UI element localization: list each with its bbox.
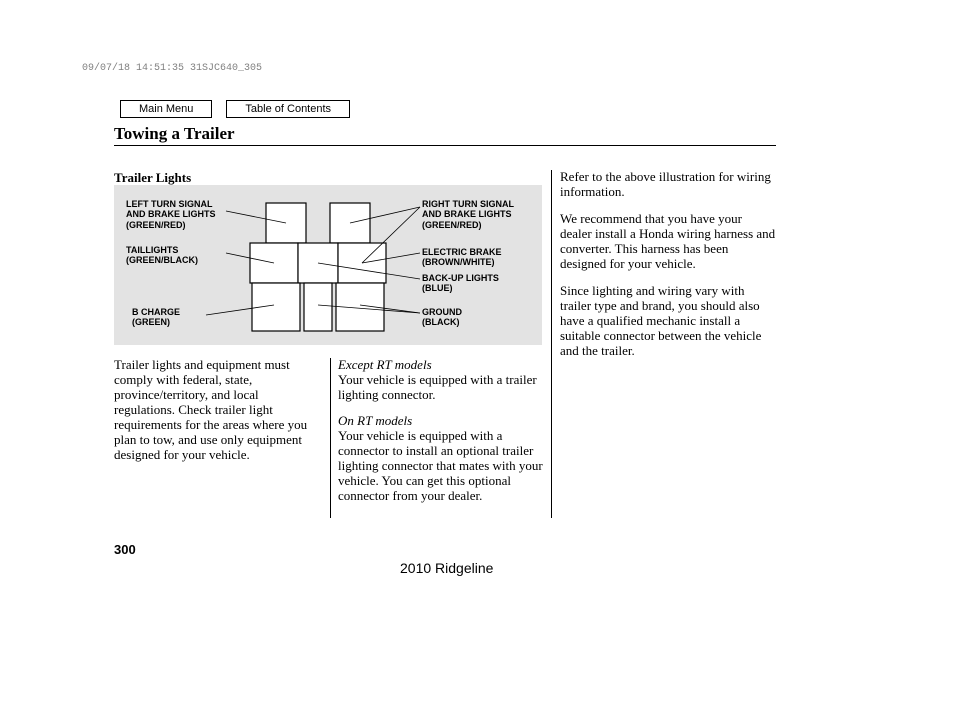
col2-header1: Except RT models [338,358,543,373]
page-title: Towing a Trailer [114,124,235,144]
title-rule [114,145,776,146]
column-divider-2 [551,170,552,518]
column-divider-1 [330,358,331,518]
col2-header2: On RT models [338,414,543,429]
col3-para1: Refer to the above illustration for wiri… [560,170,772,200]
col3-para3: Since lighting and wiring vary with trai… [560,284,776,359]
trailer-lights-diagram: LEFT TURN SIGNALAND BRAKE LIGHTS(GREEN/R… [114,185,542,345]
timestamp-header: 09/07/18 14:51:35 31SJC640_305 [82,63,262,74]
label-backup: BACK-UP LIGHTS(BLUE) [422,273,499,294]
label-b-charge: B CHARGE(GREEN) [132,307,180,328]
section-heading: Trailer Lights [114,170,191,186]
main-menu-button[interactable]: Main Menu [120,100,212,118]
label-ground: GROUND(BLACK) [422,307,462,328]
col3-para2: We recommend that you have your dealer i… [560,212,776,272]
toc-button[interactable]: Table of Contents [226,100,350,118]
label-electric-brake: ELECTRIC BRAKE(BROWN/WHITE) [422,247,502,268]
label-right-turn: RIGHT TURN SIGNALAND BRAKE LIGHTS(GREEN/… [422,199,514,230]
col1-para1: Trailer lights and equipment must comply… [114,358,322,463]
col2-para2: Your vehicle is equipped with a connecto… [338,429,546,504]
col2-para1: Your vehicle is equipped with a trailer … [338,373,543,403]
label-taillights: TAILLIGHTS(GREEN/BLACK) [126,245,198,266]
nav-bar: Main Menu Table of Contents [120,100,350,118]
page-number: 300 [114,542,136,557]
model-year: 2010 Ridgeline [400,560,493,576]
label-left-turn: LEFT TURN SIGNALAND BRAKE LIGHTS(GREEN/R… [126,199,216,230]
